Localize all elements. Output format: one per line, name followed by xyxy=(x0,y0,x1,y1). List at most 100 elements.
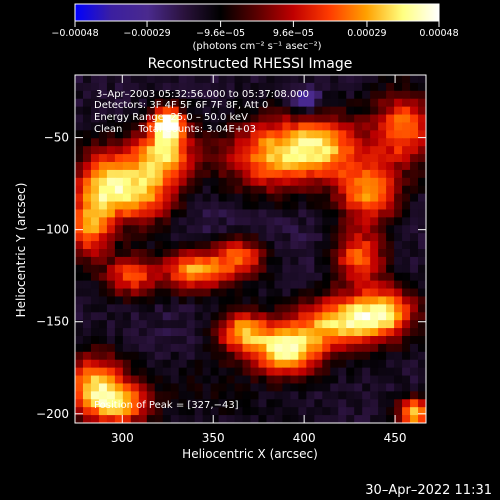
heatmap-cell xyxy=(234,264,244,274)
heatmap-cell xyxy=(298,336,307,345)
heatmap-cell xyxy=(266,272,276,282)
heatmap-cell xyxy=(306,280,315,290)
heatmap-cell xyxy=(346,249,355,258)
heatmap-cell xyxy=(234,328,244,337)
heatmap-cell xyxy=(322,343,331,353)
heatmap-cell xyxy=(410,375,419,385)
heatmap-cell xyxy=(394,98,403,108)
heatmap-cell xyxy=(186,106,196,116)
heatmap-cell xyxy=(410,415,419,423)
heatmap-cell xyxy=(298,351,307,361)
heatmap-cell xyxy=(75,122,84,131)
heatmap-cell xyxy=(218,367,228,377)
heatmap-cell xyxy=(234,415,244,423)
heatmap-cell xyxy=(162,375,172,385)
heatmap-cell xyxy=(386,256,395,266)
heatmap-cell xyxy=(130,328,140,337)
heatmap-cell xyxy=(306,146,315,155)
heatmap-cell xyxy=(354,391,363,400)
heatmap-cell xyxy=(75,399,84,408)
heatmap-cell xyxy=(154,82,164,92)
heatmap-cell xyxy=(402,130,411,139)
heatmap-cell xyxy=(410,288,419,298)
heatmap-cell xyxy=(146,98,156,108)
heatmap-cell xyxy=(170,193,180,203)
heatmap-cell xyxy=(114,185,124,195)
heatmap-cell xyxy=(418,383,426,392)
heatmap-cell xyxy=(258,201,268,211)
heatmap-cell xyxy=(410,336,419,345)
heatmap-cell xyxy=(82,359,92,369)
heatmap-cell xyxy=(370,185,379,195)
heatmap-cell xyxy=(250,169,260,179)
heatmap-cell xyxy=(122,75,132,84)
heatmap-cell xyxy=(234,241,244,250)
heatmap-cell xyxy=(98,256,108,266)
colorbar-tick-labels: −0.00048 −0.00029 −9.6e−05 9.6e−05 0.00029 0.… xyxy=(51,28,458,39)
heatmap-cell xyxy=(202,146,212,155)
heatmap-cell xyxy=(114,272,124,282)
heatmap-cell xyxy=(202,75,212,84)
heatmap-cell xyxy=(314,249,323,258)
heatmap-cell xyxy=(75,154,84,163)
heatmap-cell xyxy=(410,217,419,226)
heatmap-cell xyxy=(330,130,339,139)
heatmap-cell xyxy=(386,296,395,305)
heatmap-cell xyxy=(306,272,315,282)
heatmap-cell xyxy=(98,82,108,92)
heatmap-cell xyxy=(346,114,355,124)
y-tick-label: −200 xyxy=(36,407,69,421)
heatmap-cell xyxy=(290,391,299,400)
heatmap-cell xyxy=(106,359,116,369)
heatmap-cell xyxy=(154,351,164,361)
heatmap-cell xyxy=(114,98,124,108)
heatmap-cell xyxy=(378,336,387,345)
heatmap-cell xyxy=(130,90,140,100)
heatmap-cell xyxy=(106,98,116,108)
heatmap-cell xyxy=(106,201,116,211)
heatmap-cell xyxy=(394,399,403,408)
heatmap-cell xyxy=(186,280,196,290)
heatmap-cell xyxy=(298,122,307,131)
heatmap-cell xyxy=(138,217,148,226)
heatmap-cell xyxy=(146,256,156,266)
heatmap-cell xyxy=(98,304,108,313)
heatmap-cell xyxy=(418,304,426,313)
heatmap-cell xyxy=(338,304,347,313)
heatmap-cell xyxy=(354,336,363,345)
heatmap-cell xyxy=(274,169,284,179)
heatmap-cell xyxy=(218,185,228,195)
heatmap-cell xyxy=(338,225,347,234)
heatmap-cell xyxy=(106,328,116,337)
heatmap-cell xyxy=(138,233,148,242)
heatmap-cell xyxy=(306,241,315,250)
heatmap-cell xyxy=(106,351,116,361)
heatmap-cell xyxy=(354,130,363,139)
heatmap-cell xyxy=(178,399,188,408)
heatmap-cell xyxy=(210,280,220,290)
heatmap-cell xyxy=(346,241,355,250)
heatmap-cell xyxy=(274,122,284,131)
heatmap-cell xyxy=(282,138,291,147)
heatmap-cell xyxy=(298,399,307,408)
heatmap-cell xyxy=(266,320,276,329)
heatmap-cell xyxy=(298,201,307,211)
heatmap-cell xyxy=(130,399,140,408)
heatmap-cell xyxy=(346,233,355,242)
heatmap-cell xyxy=(194,225,204,234)
heatmap-cell xyxy=(410,75,419,84)
heatmap-cell xyxy=(202,106,212,116)
heatmap-cell xyxy=(122,209,132,218)
heatmap-cell xyxy=(242,320,252,329)
heatmap-cell xyxy=(242,256,252,266)
heatmap-cell xyxy=(194,264,204,274)
heatmap-cell xyxy=(75,106,84,116)
heatmap-cell xyxy=(330,241,339,250)
heatmap-cell xyxy=(322,82,331,92)
heatmap-cell xyxy=(122,217,132,226)
heatmap-cell xyxy=(138,415,148,423)
heatmap-cell xyxy=(322,90,331,100)
heatmap-cell xyxy=(98,241,108,250)
heatmap-cell xyxy=(98,162,108,171)
heatmap-cell xyxy=(138,130,148,139)
